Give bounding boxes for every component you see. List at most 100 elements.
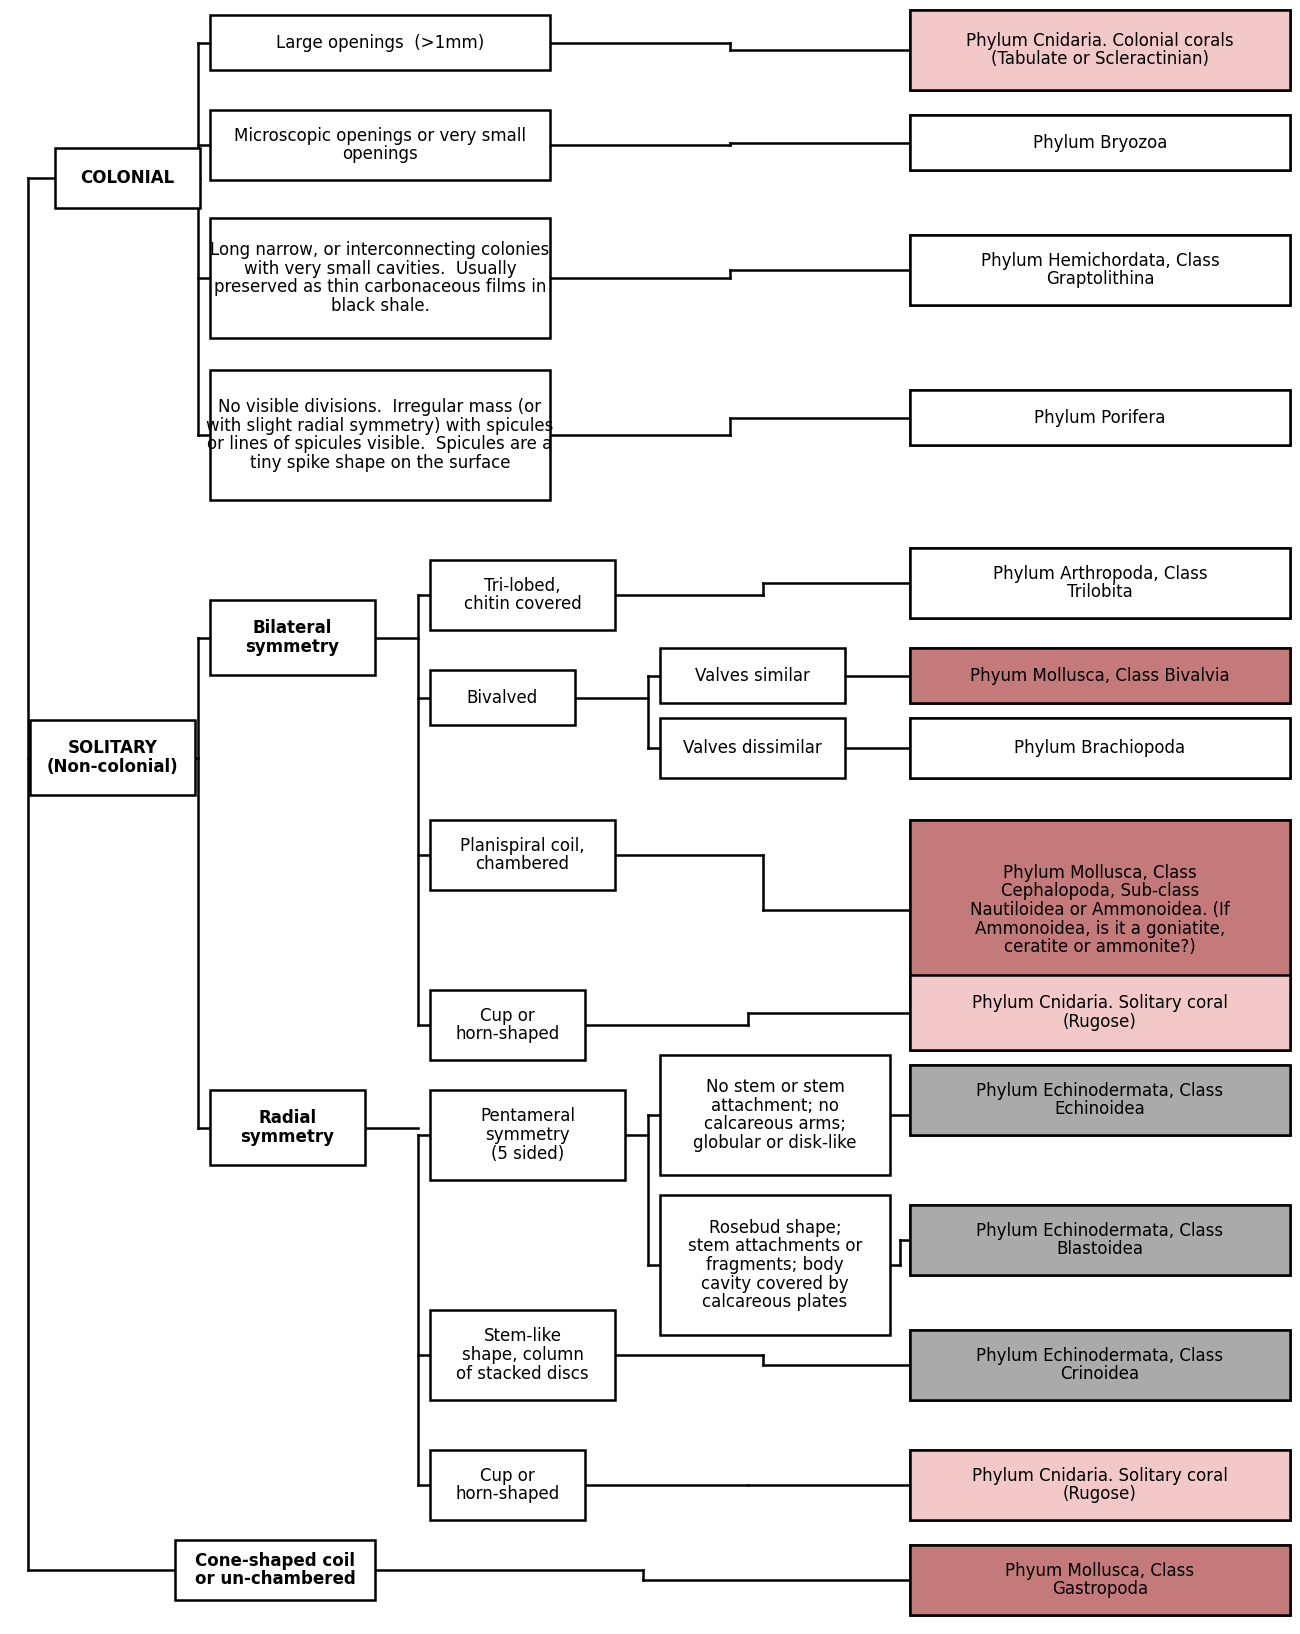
FancyBboxPatch shape: [430, 1449, 585, 1520]
Text: Crinoidea: Crinoidea: [1061, 1366, 1140, 1384]
Text: Valves dissimilar: Valves dissimilar: [682, 739, 822, 757]
Text: Phyum Mollusca, Class Bivalvia: Phyum Mollusca, Class Bivalvia: [970, 667, 1230, 685]
FancyBboxPatch shape: [910, 547, 1290, 618]
FancyBboxPatch shape: [211, 600, 374, 675]
Text: tiny spike shape on the surface: tiny spike shape on the surface: [250, 454, 510, 472]
Text: Phylum Echinodermata, Class: Phylum Echinodermata, Class: [976, 1346, 1223, 1364]
Text: Crinoidea: Crinoidea: [1061, 1366, 1140, 1384]
FancyBboxPatch shape: [910, 649, 1290, 703]
FancyBboxPatch shape: [910, 1204, 1290, 1275]
Text: ceratite or ammonite?): ceratite or ammonite?): [1004, 938, 1196, 956]
Text: Phylum Cnidaria. Colonial corals: Phylum Cnidaria. Colonial corals: [966, 31, 1234, 49]
Text: (Rugose): (Rugose): [1063, 1485, 1138, 1503]
Text: Microscopic openings or very small: Microscopic openings or very small: [234, 127, 526, 145]
Text: Phylum Cnidaria. Solitary coral: Phylum Cnidaria. Solitary coral: [972, 1467, 1228, 1485]
Text: Phylum Cnidaria. Solitary coral: Phylum Cnidaria. Solitary coral: [972, 1467, 1228, 1485]
Text: globular or disk-like: globular or disk-like: [693, 1134, 857, 1152]
FancyBboxPatch shape: [910, 717, 1290, 778]
FancyBboxPatch shape: [910, 547, 1290, 618]
Text: or un-chambered: or un-chambered: [195, 1570, 355, 1588]
FancyBboxPatch shape: [211, 217, 550, 338]
Text: Echinoidea: Echinoidea: [1054, 1100, 1145, 1118]
FancyBboxPatch shape: [176, 1539, 374, 1600]
Text: Nautiloidea or Ammonoidea. (If: Nautiloidea or Ammonoidea. (If: [970, 900, 1230, 918]
Text: Bivalved: Bivalved: [467, 688, 538, 706]
Text: Graptolithina: Graptolithina: [1045, 270, 1154, 288]
Text: preserved as thin carbonaceous films in: preserved as thin carbonaceous films in: [213, 278, 546, 296]
Text: Phyum Mollusca, Class: Phyum Mollusca, Class: [1005, 1562, 1195, 1580]
FancyBboxPatch shape: [430, 560, 615, 631]
FancyBboxPatch shape: [660, 1056, 890, 1175]
Text: (Rugose): (Rugose): [1063, 1013, 1138, 1031]
Text: chambered: chambered: [476, 855, 569, 873]
FancyBboxPatch shape: [30, 721, 195, 796]
Text: Cephalopoda, Sub-class: Cephalopoda, Sub-class: [1001, 882, 1199, 900]
Text: Long narrow, or interconnecting colonies: Long narrow, or interconnecting colonies: [211, 242, 550, 260]
Text: Tri-lobed,: Tri-lobed,: [484, 577, 560, 595]
Text: Phylum Hemichordata, Class: Phylum Hemichordata, Class: [980, 252, 1219, 270]
FancyBboxPatch shape: [430, 990, 585, 1060]
FancyBboxPatch shape: [660, 717, 845, 778]
Text: (Rugose): (Rugose): [1063, 1485, 1138, 1503]
Text: (5 sided): (5 sided): [491, 1144, 564, 1163]
Text: Nautiloidea or Ammonoidea. (If: Nautiloidea or Ammonoidea. (If: [970, 900, 1230, 918]
FancyBboxPatch shape: [55, 149, 200, 208]
Text: Ammonoidea, is it a goniatite,: Ammonoidea, is it a goniatite,: [975, 920, 1225, 938]
Text: SOLITARY: SOLITARY: [68, 739, 157, 757]
Text: Phylum Mollusca, Class: Phylum Mollusca, Class: [1004, 864, 1197, 882]
FancyBboxPatch shape: [910, 1204, 1290, 1275]
Text: Phylum Porifera: Phylum Porifera: [1035, 408, 1166, 426]
FancyBboxPatch shape: [910, 975, 1290, 1051]
Text: Phylum Porifera: Phylum Porifera: [1035, 408, 1166, 426]
Text: Phylum Cnidaria. Colonial corals: Phylum Cnidaria. Colonial corals: [966, 31, 1234, 49]
Text: Phylum Bryozoa: Phylum Bryozoa: [1032, 134, 1167, 152]
Text: Gastropoda: Gastropoda: [1052, 1580, 1148, 1598]
FancyBboxPatch shape: [910, 649, 1290, 703]
Text: ceratite or ammonite?): ceratite or ammonite?): [1004, 938, 1196, 956]
Text: attachment; no: attachment; no: [711, 1096, 838, 1114]
Text: with slight radial symmetry) with spicules: with slight radial symmetry) with spicul…: [207, 417, 554, 435]
FancyBboxPatch shape: [910, 1065, 1290, 1136]
FancyBboxPatch shape: [910, 391, 1290, 444]
Text: Gastropoda: Gastropoda: [1052, 1580, 1148, 1598]
Text: symmetry: symmetry: [240, 1127, 334, 1145]
FancyBboxPatch shape: [910, 10, 1290, 90]
FancyBboxPatch shape: [910, 1546, 1290, 1614]
Text: Trilobita: Trilobita: [1067, 583, 1132, 601]
Text: Phylum Echinodermata, Class: Phylum Echinodermata, Class: [976, 1346, 1223, 1364]
Text: (Tabulate or Scleractinian): (Tabulate or Scleractinian): [991, 51, 1209, 69]
Text: Planispiral coil,: Planispiral coil,: [460, 837, 585, 855]
Text: Bilateral: Bilateral: [252, 619, 333, 637]
Text: Phylum Brachiopoda: Phylum Brachiopoda: [1014, 739, 1186, 757]
FancyBboxPatch shape: [910, 114, 1290, 170]
Text: symmetry: symmetry: [246, 637, 339, 655]
FancyBboxPatch shape: [910, 1449, 1290, 1520]
Text: Phylum Bryozoa: Phylum Bryozoa: [1032, 134, 1167, 152]
Text: of stacked discs: of stacked discs: [456, 1364, 589, 1382]
FancyBboxPatch shape: [910, 1330, 1290, 1400]
Text: or lines of spicules visible.  Spicules are a: or lines of spicules visible. Spicules a…: [208, 435, 552, 453]
FancyBboxPatch shape: [910, 1546, 1290, 1614]
Text: Rosebud shape;: Rosebud shape;: [708, 1219, 841, 1237]
Text: shape, column: shape, column: [462, 1346, 584, 1364]
Text: Phylum Arthropoda, Class: Phylum Arthropoda, Class: [993, 565, 1208, 583]
Text: No visible divisions.  Irregular mass (or: No visible divisions. Irregular mass (or: [218, 399, 542, 417]
FancyBboxPatch shape: [910, 235, 1290, 306]
FancyBboxPatch shape: [910, 1330, 1290, 1400]
Text: Blastoidea: Blastoidea: [1057, 1240, 1144, 1258]
FancyBboxPatch shape: [910, 235, 1290, 306]
FancyBboxPatch shape: [910, 391, 1290, 444]
Text: Phylum Hemichordata, Class: Phylum Hemichordata, Class: [980, 252, 1219, 270]
Text: Graptolithina: Graptolithina: [1045, 270, 1154, 288]
Text: Cup or: Cup or: [480, 1467, 534, 1485]
FancyBboxPatch shape: [910, 717, 1290, 778]
FancyBboxPatch shape: [660, 1194, 890, 1335]
Text: symmetry: symmetry: [485, 1126, 569, 1144]
Text: Echinoidea: Echinoidea: [1054, 1100, 1145, 1118]
Text: horn-shaped: horn-shaped: [455, 1485, 559, 1503]
Text: Phylum Mollusca, Class: Phylum Mollusca, Class: [1004, 864, 1197, 882]
Text: cavity covered by: cavity covered by: [701, 1275, 849, 1292]
Text: (Rugose): (Rugose): [1063, 1013, 1138, 1031]
Text: Phylum Cnidaria. Solitary coral: Phylum Cnidaria. Solitary coral: [972, 993, 1228, 1011]
FancyBboxPatch shape: [211, 109, 550, 180]
